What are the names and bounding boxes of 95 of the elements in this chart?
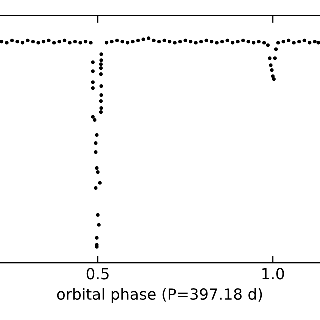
point bbox=[142, 38, 146, 42]
point bbox=[94, 186, 98, 190]
point bbox=[162, 38, 166, 43]
point bbox=[100, 106, 104, 110]
point bbox=[204, 38, 208, 43]
point bbox=[287, 38, 291, 43]
point bbox=[271, 74, 275, 78]
point bbox=[274, 48, 278, 52]
point bbox=[99, 100, 104, 104]
point bbox=[146, 36, 151, 40]
point bbox=[220, 40, 224, 44]
point bbox=[266, 44, 270, 48]
point bbox=[292, 41, 296, 45]
point bbox=[262, 41, 266, 45]
point bbox=[91, 70, 95, 74]
point bbox=[246, 40, 250, 44]
point bbox=[270, 68, 274, 72]
point bbox=[99, 62, 104, 66]
point bbox=[115, 38, 120, 43]
point bbox=[210, 40, 214, 44]
x-tick-label: 0.5 bbox=[86, 268, 109, 280]
point bbox=[215, 41, 219, 45]
point bbox=[89, 41, 93, 45]
point bbox=[269, 64, 273, 68]
point bbox=[98, 181, 102, 185]
point bbox=[68, 41, 72, 45]
point bbox=[36, 41, 40, 45]
point bbox=[126, 41, 130, 45]
point bbox=[91, 86, 95, 90]
point bbox=[94, 150, 98, 154]
point bbox=[298, 40, 302, 44]
point bbox=[136, 38, 140, 43]
point bbox=[91, 115, 95, 119]
point bbox=[252, 41, 256, 45]
point bbox=[282, 40, 286, 44]
point bbox=[42, 40, 46, 44]
point bbox=[94, 142, 98, 146]
point bbox=[95, 236, 99, 240]
point bbox=[91, 60, 95, 64]
point bbox=[97, 223, 101, 227]
point bbox=[131, 40, 135, 44]
point bbox=[99, 72, 104, 76]
point bbox=[178, 40, 182, 44]
point bbox=[93, 118, 97, 122]
point bbox=[26, 38, 30, 43]
point bbox=[100, 93, 104, 98]
x-tick-label: 1.0 bbox=[262, 268, 284, 280]
point bbox=[78, 41, 82, 45]
point bbox=[316, 41, 320, 45]
point bbox=[230, 41, 235, 45]
point bbox=[99, 66, 104, 70]
point bbox=[73, 40, 78, 44]
point bbox=[272, 77, 276, 82]
point bbox=[257, 40, 261, 44]
point bbox=[31, 40, 36, 44]
point bbox=[0, 40, 4, 44]
point bbox=[5, 41, 9, 45]
point bbox=[157, 40, 162, 44]
point bbox=[226, 38, 230, 43]
point bbox=[199, 40, 204, 44]
point bbox=[96, 170, 100, 174]
point bbox=[313, 40, 317, 44]
point bbox=[47, 38, 51, 43]
point bbox=[302, 38, 306, 43]
point bbox=[236, 40, 240, 44]
point bbox=[58, 40, 62, 44]
point bbox=[62, 38, 67, 43]
point bbox=[100, 84, 104, 88]
point bbox=[110, 40, 114, 44]
point bbox=[95, 166, 99, 170]
point bbox=[173, 41, 177, 45]
point bbox=[95, 133, 99, 138]
point bbox=[96, 213, 100, 218]
point bbox=[99, 110, 104, 114]
point bbox=[91, 80, 95, 84]
point bbox=[273, 56, 278, 60]
point bbox=[20, 41, 25, 45]
point bbox=[52, 41, 56, 45]
point bbox=[194, 41, 198, 45]
point bbox=[152, 38, 156, 43]
point bbox=[268, 56, 272, 60]
point bbox=[16, 40, 20, 44]
point bbox=[241, 38, 246, 43]
point bbox=[308, 41, 312, 45]
point bbox=[100, 58, 104, 62]
point bbox=[168, 40, 172, 44]
point bbox=[188, 40, 193, 44]
x-axis-title: orbital phase (P=397.18 d) bbox=[57, 288, 262, 304]
point bbox=[100, 52, 104, 56]
point bbox=[10, 38, 14, 43]
point bbox=[84, 40, 88, 44]
point bbox=[276, 41, 280, 45]
point bbox=[120, 40, 124, 44]
point bbox=[184, 38, 188, 43]
point bbox=[104, 41, 109, 45]
